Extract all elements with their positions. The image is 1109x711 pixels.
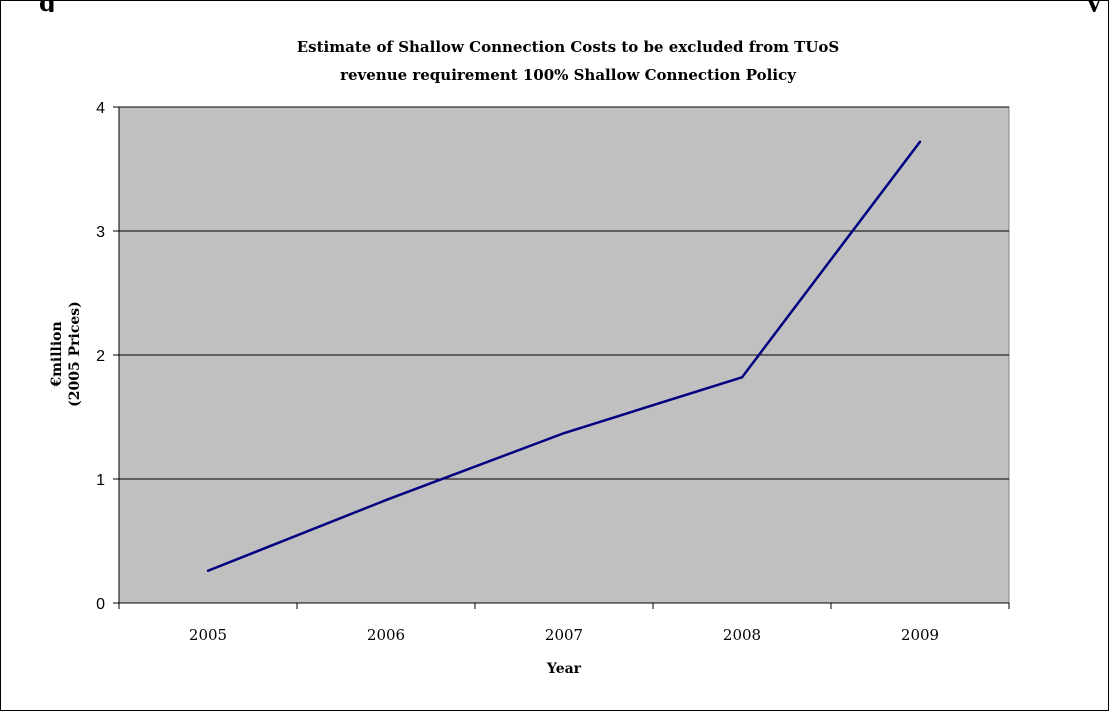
data-point [206, 569, 210, 572]
chart-title-line-2: revenue requirement 100% Shallow Connect… [340, 66, 797, 84]
x-tick-label: 2005 [189, 626, 227, 644]
y-tick-label: 0 [96, 596, 105, 613]
data-point [562, 431, 566, 435]
series-layer [206, 140, 922, 572]
x-tick-labels: 2005 2006 2007 2008 2009 [189, 626, 939, 644]
axes [113, 106, 1010, 609]
data-point [918, 140, 922, 143]
chart-title-line-1: Estimate of Shallow Connection Costs to … [297, 38, 840, 56]
y-tick-label: 3 [96, 224, 105, 241]
y-axis-title-line-2: (2005 Prices) [67, 301, 83, 407]
y-tick-label: 4 [96, 100, 105, 117]
y-tick-label: 1 [96, 472, 105, 489]
y-tick-labels: 0 1 2 3 4 [96, 100, 105, 613]
y-axis-title-line-1: €million [49, 321, 65, 387]
x-tick-label: 2006 [367, 626, 405, 644]
y-tick-label: 2 [96, 348, 105, 365]
x-tick-label: 2009 [901, 626, 939, 644]
gridlines [119, 106, 1009, 480]
x-axis-title: Year [546, 661, 582, 677]
y-axis-title: €million (2005 Prices) [49, 301, 83, 407]
data-point [384, 498, 388, 502]
page-heading-fragment: g y [1, 1, 1108, 12]
x-tick-label: 2008 [723, 626, 761, 644]
heading-fragment-lead: g [39, 1, 56, 12]
data-point [740, 376, 744, 379]
heading-fragment-tail: y [1087, 1, 1101, 12]
x-tick-label: 2007 [545, 626, 583, 644]
